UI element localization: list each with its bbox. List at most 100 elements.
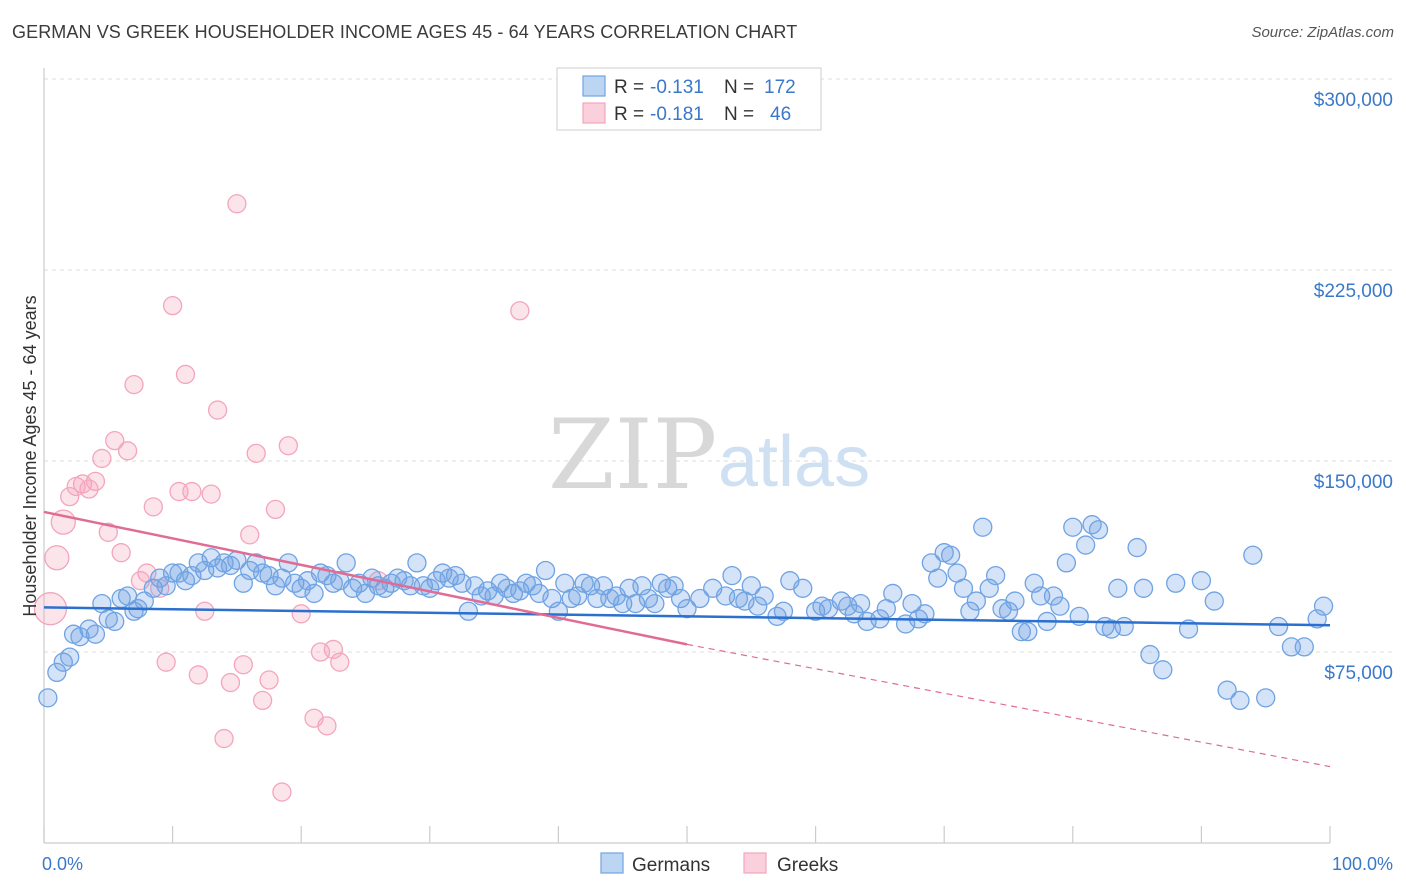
greek-point (182, 481, 202, 502)
chart-title: GERMAN VS GREEK HOUSEHOLDER INCOME AGES … (12, 22, 798, 42)
legend-greek-r-value: -0.181 (650, 104, 704, 125)
german-point (490, 573, 511, 593)
german-point (973, 517, 993, 537)
german-point (1243, 545, 1263, 565)
greek-point (259, 670, 279, 690)
german-point (677, 599, 697, 619)
german-point (336, 553, 356, 573)
greek-point (240, 525, 260, 545)
german-point (722, 565, 742, 586)
german-point (953, 578, 974, 598)
german-point (1230, 690, 1250, 711)
y-tick-labels: $75,000 $150,000 $225,000 $300,000 (1314, 90, 1393, 684)
greek-point (272, 782, 292, 802)
legend: R = -0.131 N = 172 R = -0.181 N = 46 (556, 67, 822, 131)
y-axis-label: Householder Income Ages 45 - 64 years (20, 295, 40, 616)
german-point (220, 555, 241, 576)
german-point (1082, 515, 1102, 535)
legend-german-n-value: 172 (764, 77, 796, 98)
german-point (1056, 553, 1077, 573)
german-point (883, 583, 903, 604)
german-point (1191, 571, 1212, 591)
german-point (85, 624, 106, 644)
legend-german-r-label: R = (614, 77, 644, 98)
bottom-legend: Germans Greeks (600, 852, 838, 876)
y-tick-label: $150,000 (1314, 472, 1393, 493)
german-point (1043, 586, 1064, 606)
german-point (1313, 596, 1334, 616)
greek-point (162, 296, 183, 316)
german-point (1204, 591, 1224, 611)
greek-point (188, 665, 208, 685)
german-point (47, 662, 67, 683)
german-point (831, 591, 851, 611)
trend-lines (43, 510, 1331, 768)
german-point (850, 593, 871, 614)
bottom-legend-german-label: Germans (632, 855, 710, 876)
german-point (966, 591, 986, 611)
german-point (1088, 520, 1109, 540)
greek-point (85, 471, 106, 492)
bottom-legend-greek-swatch (743, 852, 767, 874)
german-point (793, 578, 813, 598)
german-point (246, 553, 266, 573)
german-point (940, 545, 961, 565)
german-point (458, 601, 479, 621)
german-point (1076, 535, 1096, 555)
german-point (928, 568, 948, 588)
german-point (670, 588, 691, 609)
greek-point (227, 194, 247, 214)
german-point (1127, 537, 1147, 558)
greek-point (143, 497, 163, 517)
legend-greek-n-label: N = (724, 104, 754, 125)
greek-point (246, 443, 266, 464)
greek-point (156, 652, 176, 672)
greek-point (201, 484, 221, 504)
german-point (265, 576, 286, 596)
legend-german-n-label: N = (724, 77, 754, 98)
german-point (1153, 660, 1173, 680)
german-point (445, 565, 466, 586)
german-points (38, 515, 1334, 711)
greek-point (317, 716, 337, 736)
greek-point (278, 436, 298, 456)
german-point (1217, 680, 1237, 700)
german-point (1108, 578, 1128, 598)
german-point (535, 560, 556, 581)
y-tick-label: $75,000 (1324, 663, 1393, 684)
german-point (1005, 591, 1025, 611)
german-point (1268, 616, 1289, 637)
german-point (754, 586, 774, 606)
german-point (175, 571, 196, 591)
greek-point (60, 487, 80, 507)
german-point (985, 565, 1006, 586)
greek-point (44, 545, 70, 571)
watermark-zip: ZIP (548, 399, 717, 511)
german-point (1018, 621, 1038, 642)
greek-point (98, 522, 118, 542)
greek-point (214, 728, 234, 749)
greek-point (117, 441, 138, 461)
german-point (1140, 644, 1160, 665)
bottom-legend-german-swatch (600, 852, 624, 874)
greek-point (195, 601, 215, 621)
source-label: Source: ZipAtlas.com (1251, 24, 1394, 41)
german-point (60, 647, 80, 667)
german-point (638, 588, 659, 609)
german-point (407, 553, 427, 573)
greek-point (111, 543, 131, 563)
x-tick-labels: 0.0% 100.0% (42, 854, 1393, 874)
legend-german-swatch (582, 75, 606, 97)
greek-point (124, 374, 144, 395)
y-tick-label: $300,000 (1314, 90, 1393, 111)
german-point (105, 611, 125, 632)
german-point (741, 576, 761, 596)
legend-greek-n-value: 46 (770, 104, 791, 125)
german-point (1256, 688, 1276, 708)
german-point (690, 588, 710, 609)
german-point (79, 619, 99, 639)
watermark-atlas: atlas (718, 422, 870, 502)
greek-point (207, 400, 228, 420)
greek-point (330, 652, 350, 672)
